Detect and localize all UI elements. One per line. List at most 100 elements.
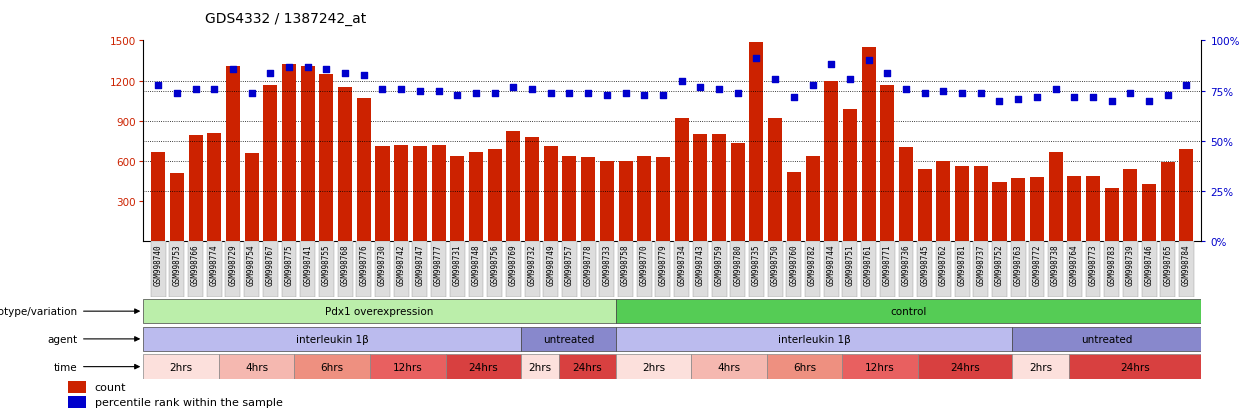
Point: [167, 90, 187, 97]
Text: GSM998760: GSM998760: [789, 244, 798, 285]
Point: [691, 84, 711, 91]
Bar: [1086, 242, 1101, 297]
Text: GSM998764: GSM998764: [1069, 244, 1078, 285]
Text: 6hrs: 6hrs: [320, 362, 344, 372]
Text: 6hrs: 6hrs: [793, 362, 817, 372]
Bar: [225, 66, 240, 242]
Point: [242, 90, 261, 97]
Bar: [559, 354, 615, 379]
Bar: [974, 242, 989, 297]
Text: GSM998753: GSM998753: [172, 244, 182, 285]
Bar: [151, 152, 166, 242]
Text: GSM998747: GSM998747: [416, 244, 425, 285]
Bar: [283, 65, 296, 242]
Bar: [619, 161, 632, 242]
Point: [990, 98, 1010, 105]
Bar: [1123, 242, 1138, 297]
Point: [391, 86, 411, 93]
Text: GSM998754: GSM998754: [247, 244, 256, 285]
Text: GSM998749: GSM998749: [547, 244, 555, 285]
Text: percentile rank within the sample: percentile rank within the sample: [95, 397, 283, 407]
Text: 24hrs: 24hrs: [950, 362, 980, 372]
Text: control: control: [890, 306, 926, 316]
Point: [428, 88, 448, 95]
Text: 12hrs: 12hrs: [393, 362, 422, 372]
Point: [878, 70, 898, 77]
Bar: [395, 145, 408, 242]
Text: GSM998746: GSM998746: [1144, 244, 1154, 285]
Bar: [843, 354, 918, 379]
Point: [1046, 86, 1066, 93]
Bar: [787, 242, 802, 297]
Bar: [1030, 242, 1045, 297]
Text: GSM998772: GSM998772: [1032, 244, 1041, 285]
Bar: [169, 173, 184, 242]
Text: GSM998750: GSM998750: [771, 244, 779, 285]
Point: [1102, 98, 1122, 105]
Bar: [1030, 178, 1043, 242]
Bar: [522, 327, 615, 351]
Bar: [1012, 327, 1201, 351]
Text: GSM998761: GSM998761: [864, 244, 873, 285]
Bar: [824, 81, 838, 242]
Point: [466, 90, 486, 97]
Bar: [393, 242, 408, 297]
Text: GSM998752: GSM998752: [995, 244, 1003, 285]
Bar: [337, 242, 352, 297]
Bar: [561, 242, 576, 297]
Bar: [544, 147, 558, 242]
Bar: [992, 183, 1006, 242]
Text: agent: agent: [47, 334, 77, 344]
Text: 4hrs: 4hrs: [717, 362, 741, 372]
Point: [952, 90, 972, 97]
Bar: [468, 242, 483, 297]
Text: GSM998743: GSM998743: [696, 244, 705, 285]
Bar: [207, 133, 222, 242]
Point: [447, 92, 467, 99]
Bar: [936, 161, 950, 242]
Point: [896, 86, 916, 93]
Text: GSM998757: GSM998757: [565, 244, 574, 285]
Text: 24hrs: 24hrs: [573, 362, 603, 372]
Point: [148, 82, 168, 89]
Bar: [143, 299, 615, 324]
Text: count: count: [95, 382, 126, 392]
Point: [652, 92, 672, 99]
Text: GSM998732: GSM998732: [528, 244, 537, 285]
Text: interleukin 1β: interleukin 1β: [296, 334, 369, 344]
Text: GSM998735: GSM998735: [752, 244, 761, 285]
Point: [1177, 82, 1196, 89]
Point: [710, 86, 730, 93]
Bar: [580, 242, 595, 297]
Text: GSM998767: GSM998767: [266, 244, 275, 285]
Text: GSM998777: GSM998777: [435, 244, 443, 285]
Bar: [615, 354, 691, 379]
Bar: [413, 147, 427, 242]
Text: GSM998742: GSM998742: [397, 244, 406, 285]
Bar: [207, 242, 222, 297]
Text: GSM998762: GSM998762: [939, 244, 947, 285]
Text: GDS4332 / 1387242_at: GDS4332 / 1387242_at: [205, 12, 367, 26]
Text: untreated: untreated: [1081, 334, 1133, 344]
Point: [204, 86, 224, 93]
Bar: [974, 167, 987, 242]
Bar: [319, 242, 334, 297]
Bar: [862, 48, 875, 242]
Bar: [843, 242, 858, 297]
Bar: [787, 172, 801, 242]
Point: [615, 90, 635, 97]
Bar: [806, 156, 819, 242]
Bar: [356, 242, 371, 297]
Bar: [300, 242, 315, 297]
Bar: [600, 161, 614, 242]
Text: GSM998751: GSM998751: [845, 244, 854, 285]
Text: GSM998775: GSM998775: [285, 244, 294, 285]
Bar: [1011, 179, 1025, 242]
Text: GSM998780: GSM998780: [733, 244, 742, 285]
Bar: [880, 85, 894, 242]
Text: genotype/variation: genotype/variation: [0, 306, 77, 316]
Text: 2hrs: 2hrs: [1030, 362, 1052, 372]
Point: [186, 86, 205, 93]
Point: [540, 90, 560, 97]
Bar: [899, 242, 914, 297]
